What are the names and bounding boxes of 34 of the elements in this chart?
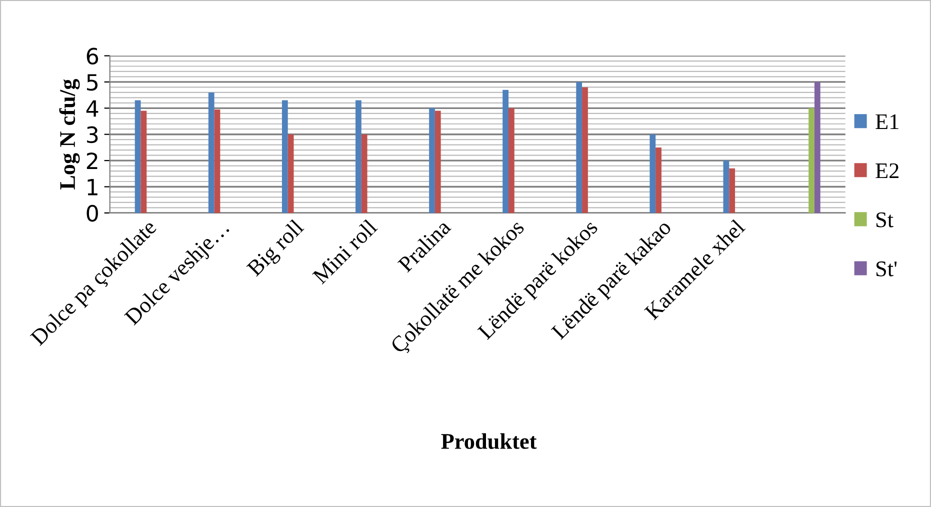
y-tick-label: 4 xyxy=(86,100,98,117)
bar xyxy=(356,100,362,213)
bar xyxy=(429,108,435,213)
y-tick-label: 0 xyxy=(86,204,98,222)
bar xyxy=(208,92,214,213)
x-axis-title: Produktet xyxy=(441,433,537,449)
bar xyxy=(814,82,820,213)
bar xyxy=(502,90,508,213)
bar xyxy=(656,147,662,213)
bar xyxy=(282,100,288,213)
bar xyxy=(729,168,736,213)
bar xyxy=(576,82,582,213)
bar xyxy=(361,134,368,213)
bar xyxy=(434,110,441,213)
x-tick-label: Big roll xyxy=(246,218,308,280)
legend-label: E2 xyxy=(876,163,898,178)
y-axis-title: Log N cfu/g xyxy=(59,79,80,190)
bar xyxy=(508,108,514,213)
bar xyxy=(288,134,294,213)
legend-label: St xyxy=(876,212,894,228)
bar xyxy=(582,87,588,213)
y-tick-label: 3 xyxy=(86,126,98,144)
y-tick-label: 5 xyxy=(87,74,98,91)
y-tick-label: 6 xyxy=(86,48,98,65)
bar xyxy=(808,108,814,213)
legend-label: St' xyxy=(876,261,897,276)
bar xyxy=(723,160,730,213)
bar xyxy=(650,134,656,213)
y-tick-label: 1 xyxy=(88,178,98,196)
y-tick-label: 2 xyxy=(86,152,98,169)
bar xyxy=(214,109,220,213)
bar xyxy=(140,110,147,213)
legend-label: E1 xyxy=(876,114,898,130)
bar xyxy=(134,100,141,213)
